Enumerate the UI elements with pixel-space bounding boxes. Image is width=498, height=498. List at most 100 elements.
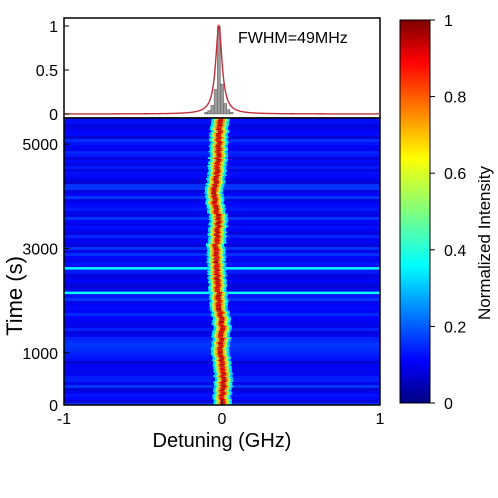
colorbar-ticks: 0 0.2 0.4 0.6 0.8 1 xyxy=(430,13,466,413)
heatmap-peak-segment xyxy=(218,343,224,346)
heatmap-peak-segment xyxy=(213,179,219,182)
heatmap-peak-segment xyxy=(217,313,223,316)
heatmap-peak-segment xyxy=(217,124,223,127)
heatmap-peak-segment xyxy=(213,180,219,183)
heatmap-peak-segment xyxy=(212,244,218,247)
heatmap-peak-segment xyxy=(217,141,223,144)
heatmap-peak-segment xyxy=(215,226,221,229)
heatmap-peak-track xyxy=(204,118,234,405)
heatmap-peak-segment xyxy=(221,380,227,383)
histogram-y-ticks: 00.51 xyxy=(36,19,69,124)
heatmap-peak-segment xyxy=(219,395,225,398)
heatmap-peak-segment xyxy=(213,248,219,251)
heatmap-peak-segment xyxy=(217,347,223,350)
heatmap-peak-segment xyxy=(219,389,225,392)
heatmap-peak-segment xyxy=(214,223,220,226)
heatmap-x-tick-label: 0 xyxy=(218,411,227,428)
histogram-bar xyxy=(210,104,215,115)
heatmap-peak-segment xyxy=(212,178,218,180)
heatmap-peak-segment xyxy=(216,305,222,308)
heatmap-peak-segment xyxy=(215,168,221,171)
y-axis-label: Time (s) xyxy=(2,256,27,336)
heatmap-peak-segment xyxy=(216,137,222,140)
heatmap-x-ticks: -1 0 1 xyxy=(57,400,385,428)
heatmap-peak-segment xyxy=(214,167,220,170)
heatmap-y-ticks: 0 1000 3000 5000 xyxy=(22,137,69,415)
fwhm-annotation: FWHM=49MHz xyxy=(238,30,348,47)
heatmap-peak-segment xyxy=(214,287,220,290)
heatmap-peak-segment xyxy=(217,350,223,353)
heatmap-peak-segment xyxy=(216,133,222,136)
heatmap-peak-segment xyxy=(215,274,221,277)
heatmap-peak-segment xyxy=(219,358,225,360)
heatmap-peak-segment xyxy=(215,301,221,304)
heatmap-peak-segment xyxy=(217,300,223,303)
heatmap-peak-segment xyxy=(211,187,217,189)
heatmap-peak-segment xyxy=(213,181,219,184)
heatmap-peak-segment xyxy=(220,391,226,394)
heatmap-peak-segment xyxy=(218,359,224,362)
heatmap-peak-segment xyxy=(219,398,225,401)
heatmap-peak-segment xyxy=(214,271,220,274)
heatmap-peak-segment xyxy=(217,352,223,355)
heatmap-peak-segment xyxy=(213,251,219,253)
heatmap-peak-segment xyxy=(219,316,225,319)
heatmap-x-tick-label: -1 xyxy=(57,411,71,428)
heatmap-peak-segment xyxy=(216,128,222,131)
heatmap-peak-segment xyxy=(214,278,220,281)
heatmap-peak-segment xyxy=(218,394,224,397)
heatmap-peak-segment xyxy=(220,376,226,379)
heatmap-peak-segment xyxy=(219,339,225,342)
heatmap-peak-segment xyxy=(213,205,219,208)
lorentzian-fit-line xyxy=(63,23,380,115)
heatmap-peak-segment xyxy=(213,206,219,209)
colorbar-tick-label: 0.6 xyxy=(444,166,466,183)
heatmap-peak-segment xyxy=(215,222,221,225)
heatmap-peak-segment xyxy=(218,334,224,337)
heatmap-peak-segment xyxy=(220,371,226,373)
heatmap-peak-segment xyxy=(214,241,220,244)
heatmap-peak-segment xyxy=(216,146,222,149)
heatmap-peak-segment xyxy=(213,209,219,212)
heatmap-peak-segment xyxy=(211,189,217,192)
heatmap-peak-segment xyxy=(214,288,220,291)
heatmap-peak-segment xyxy=(221,372,227,375)
heatmap-peak-segment xyxy=(217,121,223,124)
heatmap-peak-segment xyxy=(215,282,221,285)
heatmap-peak-segment xyxy=(211,196,217,199)
heatmap-peak-segment xyxy=(214,286,220,289)
heatmap-peak-segment xyxy=(217,123,223,126)
heatmap-peak-segment xyxy=(216,294,222,296)
heatmap-peak-segment xyxy=(214,171,220,174)
heatmap-peak-segment xyxy=(217,341,223,343)
heatmap-peak-segment xyxy=(213,245,219,248)
heatmap-peak-segment xyxy=(210,192,216,195)
heatmap-peak-segment xyxy=(218,333,224,336)
heatmap-peak-segment xyxy=(213,254,219,257)
heatmap-peak-segment xyxy=(214,239,220,242)
heatmap-peak-segment xyxy=(218,311,224,313)
heatmap-peak-segment xyxy=(214,230,220,232)
histogram-bar xyxy=(229,112,234,115)
histogram-bar xyxy=(220,83,224,115)
heatmap-peak-segment xyxy=(212,198,218,201)
heatmap-peak-segment xyxy=(212,183,218,186)
heatmap-peak-segment xyxy=(221,385,227,388)
heatmap-peak-segment xyxy=(215,304,221,307)
heatmap-peak-segment xyxy=(215,163,221,166)
heatmap-peak-segment xyxy=(220,388,226,390)
heatmap-peak-segment xyxy=(214,281,220,283)
heatmap-peak-segment xyxy=(216,158,222,161)
heatmap-peak-segment xyxy=(219,360,225,363)
heatmap-peak-segment xyxy=(213,184,219,187)
heatmap-peak-segment xyxy=(214,162,220,165)
heatmap-peak-segment xyxy=(214,236,220,239)
histogram-bar xyxy=(213,89,218,115)
heatmap-peak-segment xyxy=(219,329,225,332)
colorbar-tick-label: 0 xyxy=(444,396,453,413)
heatmap-peak-segment xyxy=(214,275,220,278)
heatmap-peak-segment xyxy=(213,204,219,206)
heatmap-peak-segment xyxy=(217,120,223,123)
heatmap-peak-segment xyxy=(218,330,224,333)
heatmap-peak-segment xyxy=(219,356,225,359)
